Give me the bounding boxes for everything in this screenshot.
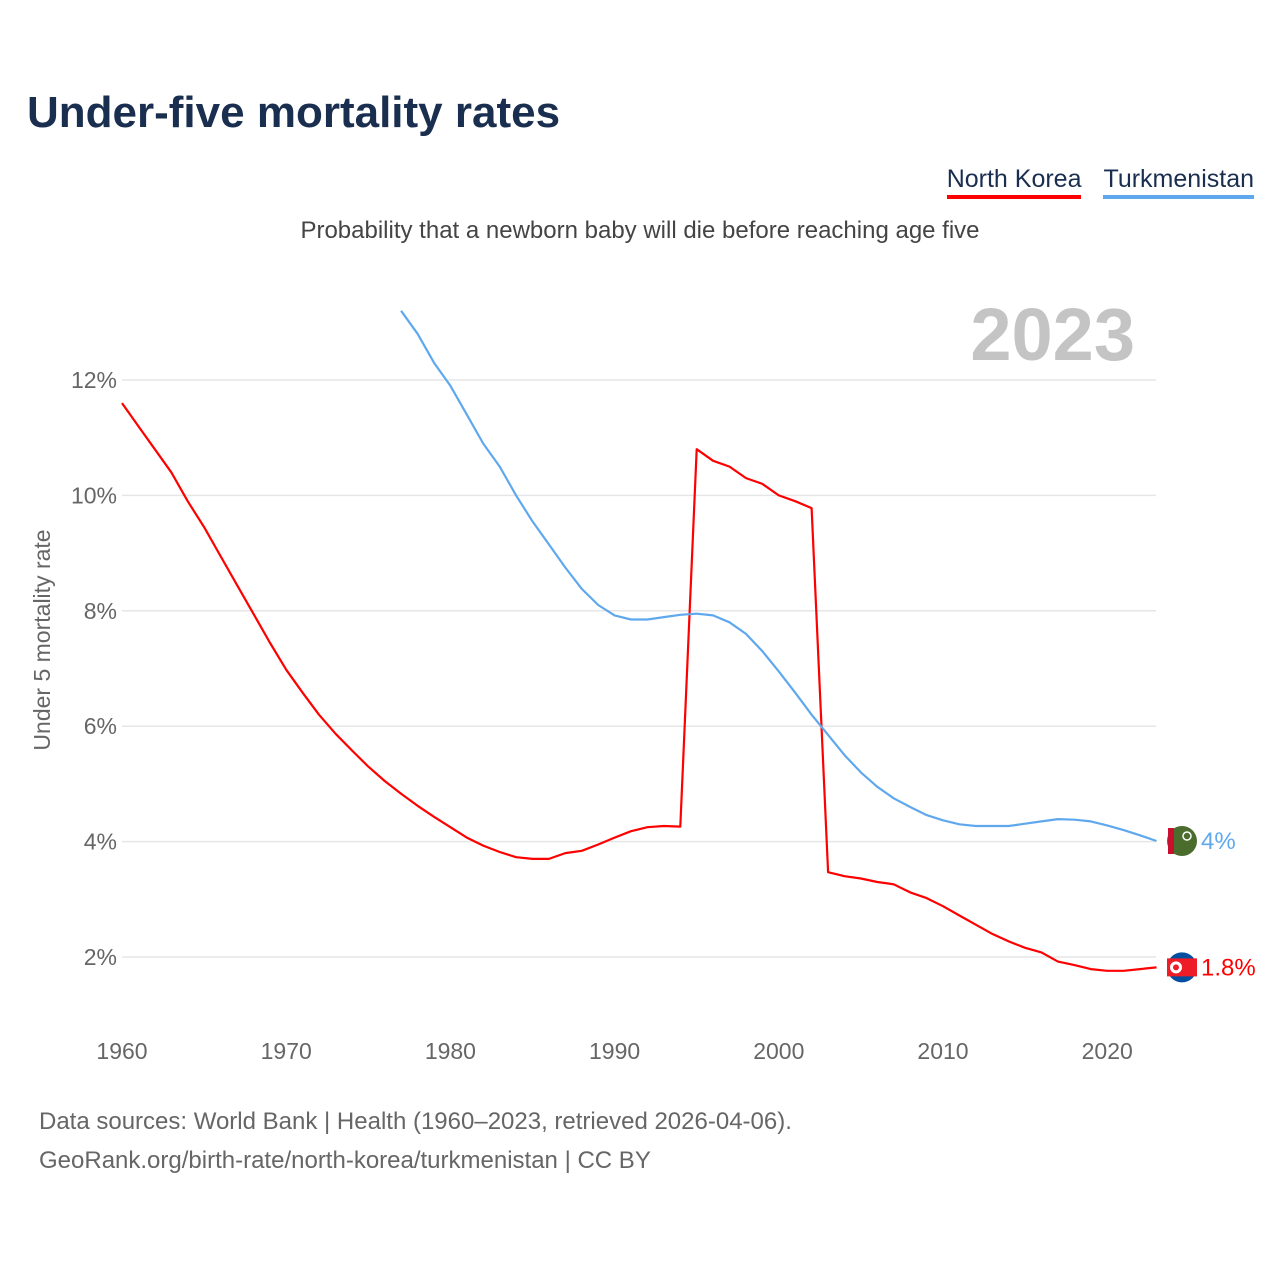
x-tick-label: 2010 [917, 1038, 968, 1064]
y-tick-label: 10% [71, 482, 117, 508]
legend-north-korea[interactable]: North Korea [946, 165, 1082, 199]
series-line-turkmenistan [400, 310, 1157, 843]
y-tick-label: 6% [84, 713, 117, 739]
source-line-1: Data sources: World Bank | Health (1960–… [39, 1108, 792, 1135]
x-tick-label: 1960 [96, 1038, 147, 1064]
year-watermark: 2023 [970, 293, 1135, 376]
x-tick-label: 1990 [589, 1038, 640, 1064]
north-korea-flag-icon [1167, 952, 1197, 983]
legend: North Korea Turkmenistan [946, 165, 1254, 199]
y-axis-label: Under 5 mortality rate [29, 529, 55, 750]
series-line-north-korea [121, 402, 1157, 972]
y-tick-label: 12% [71, 367, 117, 393]
x-tick-label: 1980 [425, 1038, 476, 1064]
flag-carpet [1168, 828, 1174, 855]
x-tick-label: 2020 [1082, 1038, 1133, 1064]
flag-crescent [1182, 831, 1192, 841]
end-label: 4% [1201, 828, 1236, 855]
end-label: 1.8% [1201, 954, 1256, 981]
x-tick-label: 2000 [753, 1038, 804, 1064]
chart-title: Under-five mortality rates [27, 88, 561, 137]
y-tick-label: 8% [84, 598, 117, 624]
legend-turkmenistan[interactable]: Turkmenistan [1103, 165, 1254, 199]
source-line-2: GeoRank.org/birth-rate/north-korea/turkm… [39, 1147, 651, 1174]
chart-subtitle: Probability that a newborn baby will die… [300, 217, 980, 244]
turkmenistan-flag-icon [1167, 826, 1197, 857]
y-tick-label: 4% [84, 829, 117, 855]
flag-star [1173, 964, 1179, 971]
x-tick-label: 1970 [261, 1038, 312, 1064]
y-tick-label: 2% [84, 944, 117, 970]
